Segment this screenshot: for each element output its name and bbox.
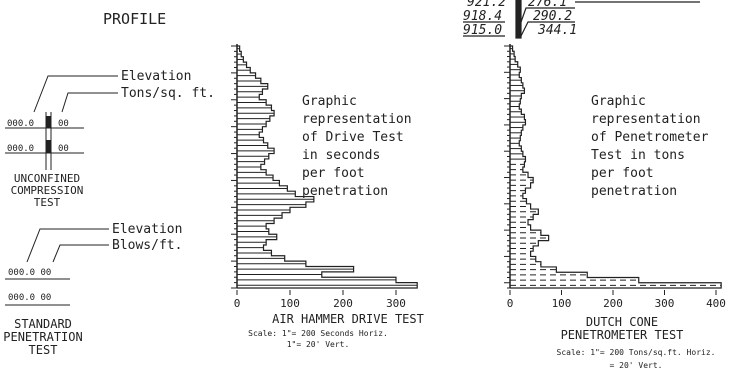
air-hammer-profile-line [237,45,418,289]
ah-scale-1: Scale: 1"= 200 Seconds Horiz. [248,329,388,338]
x-tick-label: 200 [603,297,623,310]
std-caption-1: STANDARD [14,317,72,331]
reading-elev-2: 918.4 [463,9,502,24]
blows-label: Blows/ft. [112,238,182,253]
ah-scale-2: 1"= 20' Vert. [287,340,350,349]
ah-desc-1: Graphic [302,94,357,109]
reading-val-1: 276.1 [528,0,567,10]
std-row2: 000.0 00 [8,293,51,303]
dc-desc-4: Test in tons [591,148,685,163]
dc-desc-2: representation [591,112,701,127]
dc-desc-1: Graphic [591,94,646,109]
ah-desc-6: penetration [302,184,388,199]
dc-title-1: DUTCH CONE [586,315,658,329]
x-tick-label: 300 [386,297,406,310]
x-tick-label: 300 [655,297,675,310]
x-tick-label: 400 [706,297,726,310]
top-readings: 921.2 276.1 918.4 290.2 915.0 344.1 [463,0,577,38]
std-caption-3: TEST [29,343,58,357]
reading-elev-3: 915.0 [463,23,502,38]
dutch-cone-profile-line [510,45,722,289]
reading-val-2: 290.2 [533,9,572,24]
dc-title-2: PENETROMETER TEST [561,328,684,342]
std-caption-2: PENETRATION [3,330,82,344]
unconfined-legend: Elevation Tons/sq. ft. 000.0 00 000.0 00… [5,69,215,209]
ah-desc-5: per foot [302,166,365,181]
elevation-label: Elevation [121,69,191,84]
x-tick-label: 100 [280,297,300,310]
page-title: PROFILE [103,10,166,28]
dc-desc-3: of Penetrometer [591,130,709,145]
unconfined-row1-val: 00 [58,119,69,129]
dc-scale-2: = 20' Vert. [610,361,663,370]
x-tick-label: 0 [507,297,514,310]
x-tick-label: 200 [333,297,353,310]
unconfined-caption-2: COMPRESSION [11,184,84,197]
x-tick-label: 100 [552,297,572,310]
dc-desc-5: per foot [591,166,654,181]
reading-elev-1: 921.2 [467,0,506,10]
dc-desc-6: penetration [591,184,677,199]
x-tick-label: 0 [234,297,241,310]
unconfined-row1-elev: 000.0 [7,119,34,129]
std-elevation-label: Elevation [112,222,182,237]
top-reading-marks [463,0,700,39]
reading-val-3: 344.1 [537,23,577,38]
dutch-cone-chart: 0 100 200 300 400 Graphic representation of … [504,44,726,370]
std-row1: 000.0 00 [8,268,51,278]
unconfined-row2-val: 00 [58,144,69,154]
unconfined-row2-elev: 000.0 [7,144,34,154]
dc-scale-1: Scale: 1"= 200 Tons/sq.ft. Horiz. [557,348,716,357]
ah-desc-4: in seconds [302,148,380,163]
ah-desc-3: of Drive Test [302,130,404,145]
standard-legend: Elevation Blows/ft. 000.0 00 000.0 00 ST… [3,222,182,357]
tons-label: Tons/sq. ft. [121,86,215,101]
unconfined-caption-3: TEST [34,196,61,209]
unconfined-caption-1: UNCONFINED [14,172,80,185]
ah-desc-2: representation [302,112,412,127]
air-hammer-chart: 0 100 200 300 Graphic representation of Dri… [231,44,424,349]
ah-title: AIR HAMMER DRIVE TEST [272,312,424,326]
